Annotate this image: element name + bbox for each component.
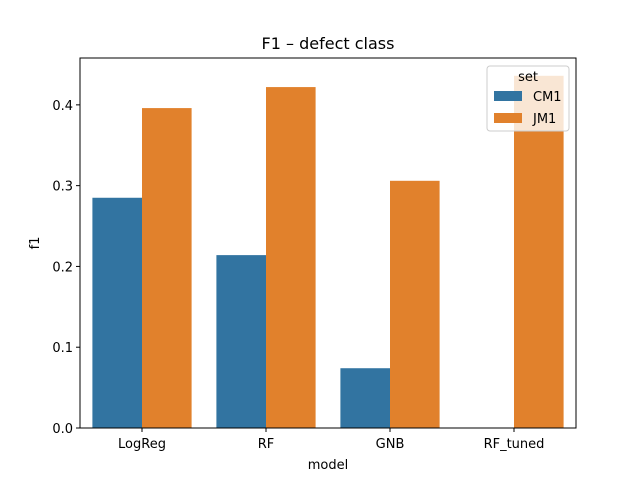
x-tick-label: RF (258, 437, 275, 452)
y-tick-label: 0.3 (52, 180, 73, 195)
x-axis: LogReg RF GNB RF_tuned (118, 428, 544, 452)
x-tick-label: RF_tuned (484, 437, 545, 452)
y-tick-label: 0.4 (52, 99, 73, 114)
y-axis: 0.0 0.1 0.2 0.3 0.4 (52, 99, 80, 437)
legend-label-jm1: JM1 (532, 112, 556, 127)
bar-cm1-logreg (92, 197, 142, 428)
chart-title: F1 – defect class (262, 34, 395, 53)
y-tick-label: 0.2 (52, 260, 73, 275)
y-axis-label: f1 (28, 237, 43, 250)
x-tick-label: GNB (376, 437, 405, 452)
bar-cm1-rf (216, 255, 266, 428)
legend-label-cm1: CM1 (533, 90, 562, 105)
bar-jm1-logreg (142, 108, 192, 428)
plot-frame (79, 57, 577, 429)
y-tick-label: 0.0 (52, 422, 73, 437)
y-tick-label: 0.1 (52, 341, 73, 356)
bar-cm1-gnb (340, 368, 390, 428)
bar-jm1-rf_tuned (514, 75, 564, 429)
x-axis-label: model (308, 458, 348, 473)
bar-jm1-gnb (390, 180, 440, 428)
legend-title: set (518, 70, 538, 85)
bars-group (92, 75, 564, 429)
legend-swatch-jm1 (494, 113, 522, 123)
bar-jm1-rf (266, 87, 316, 428)
legend: set CM1 JM1 (486, 65, 570, 132)
legend-swatch-cm1 (494, 91, 522, 101)
x-tick-label: LogReg (118, 437, 166, 452)
